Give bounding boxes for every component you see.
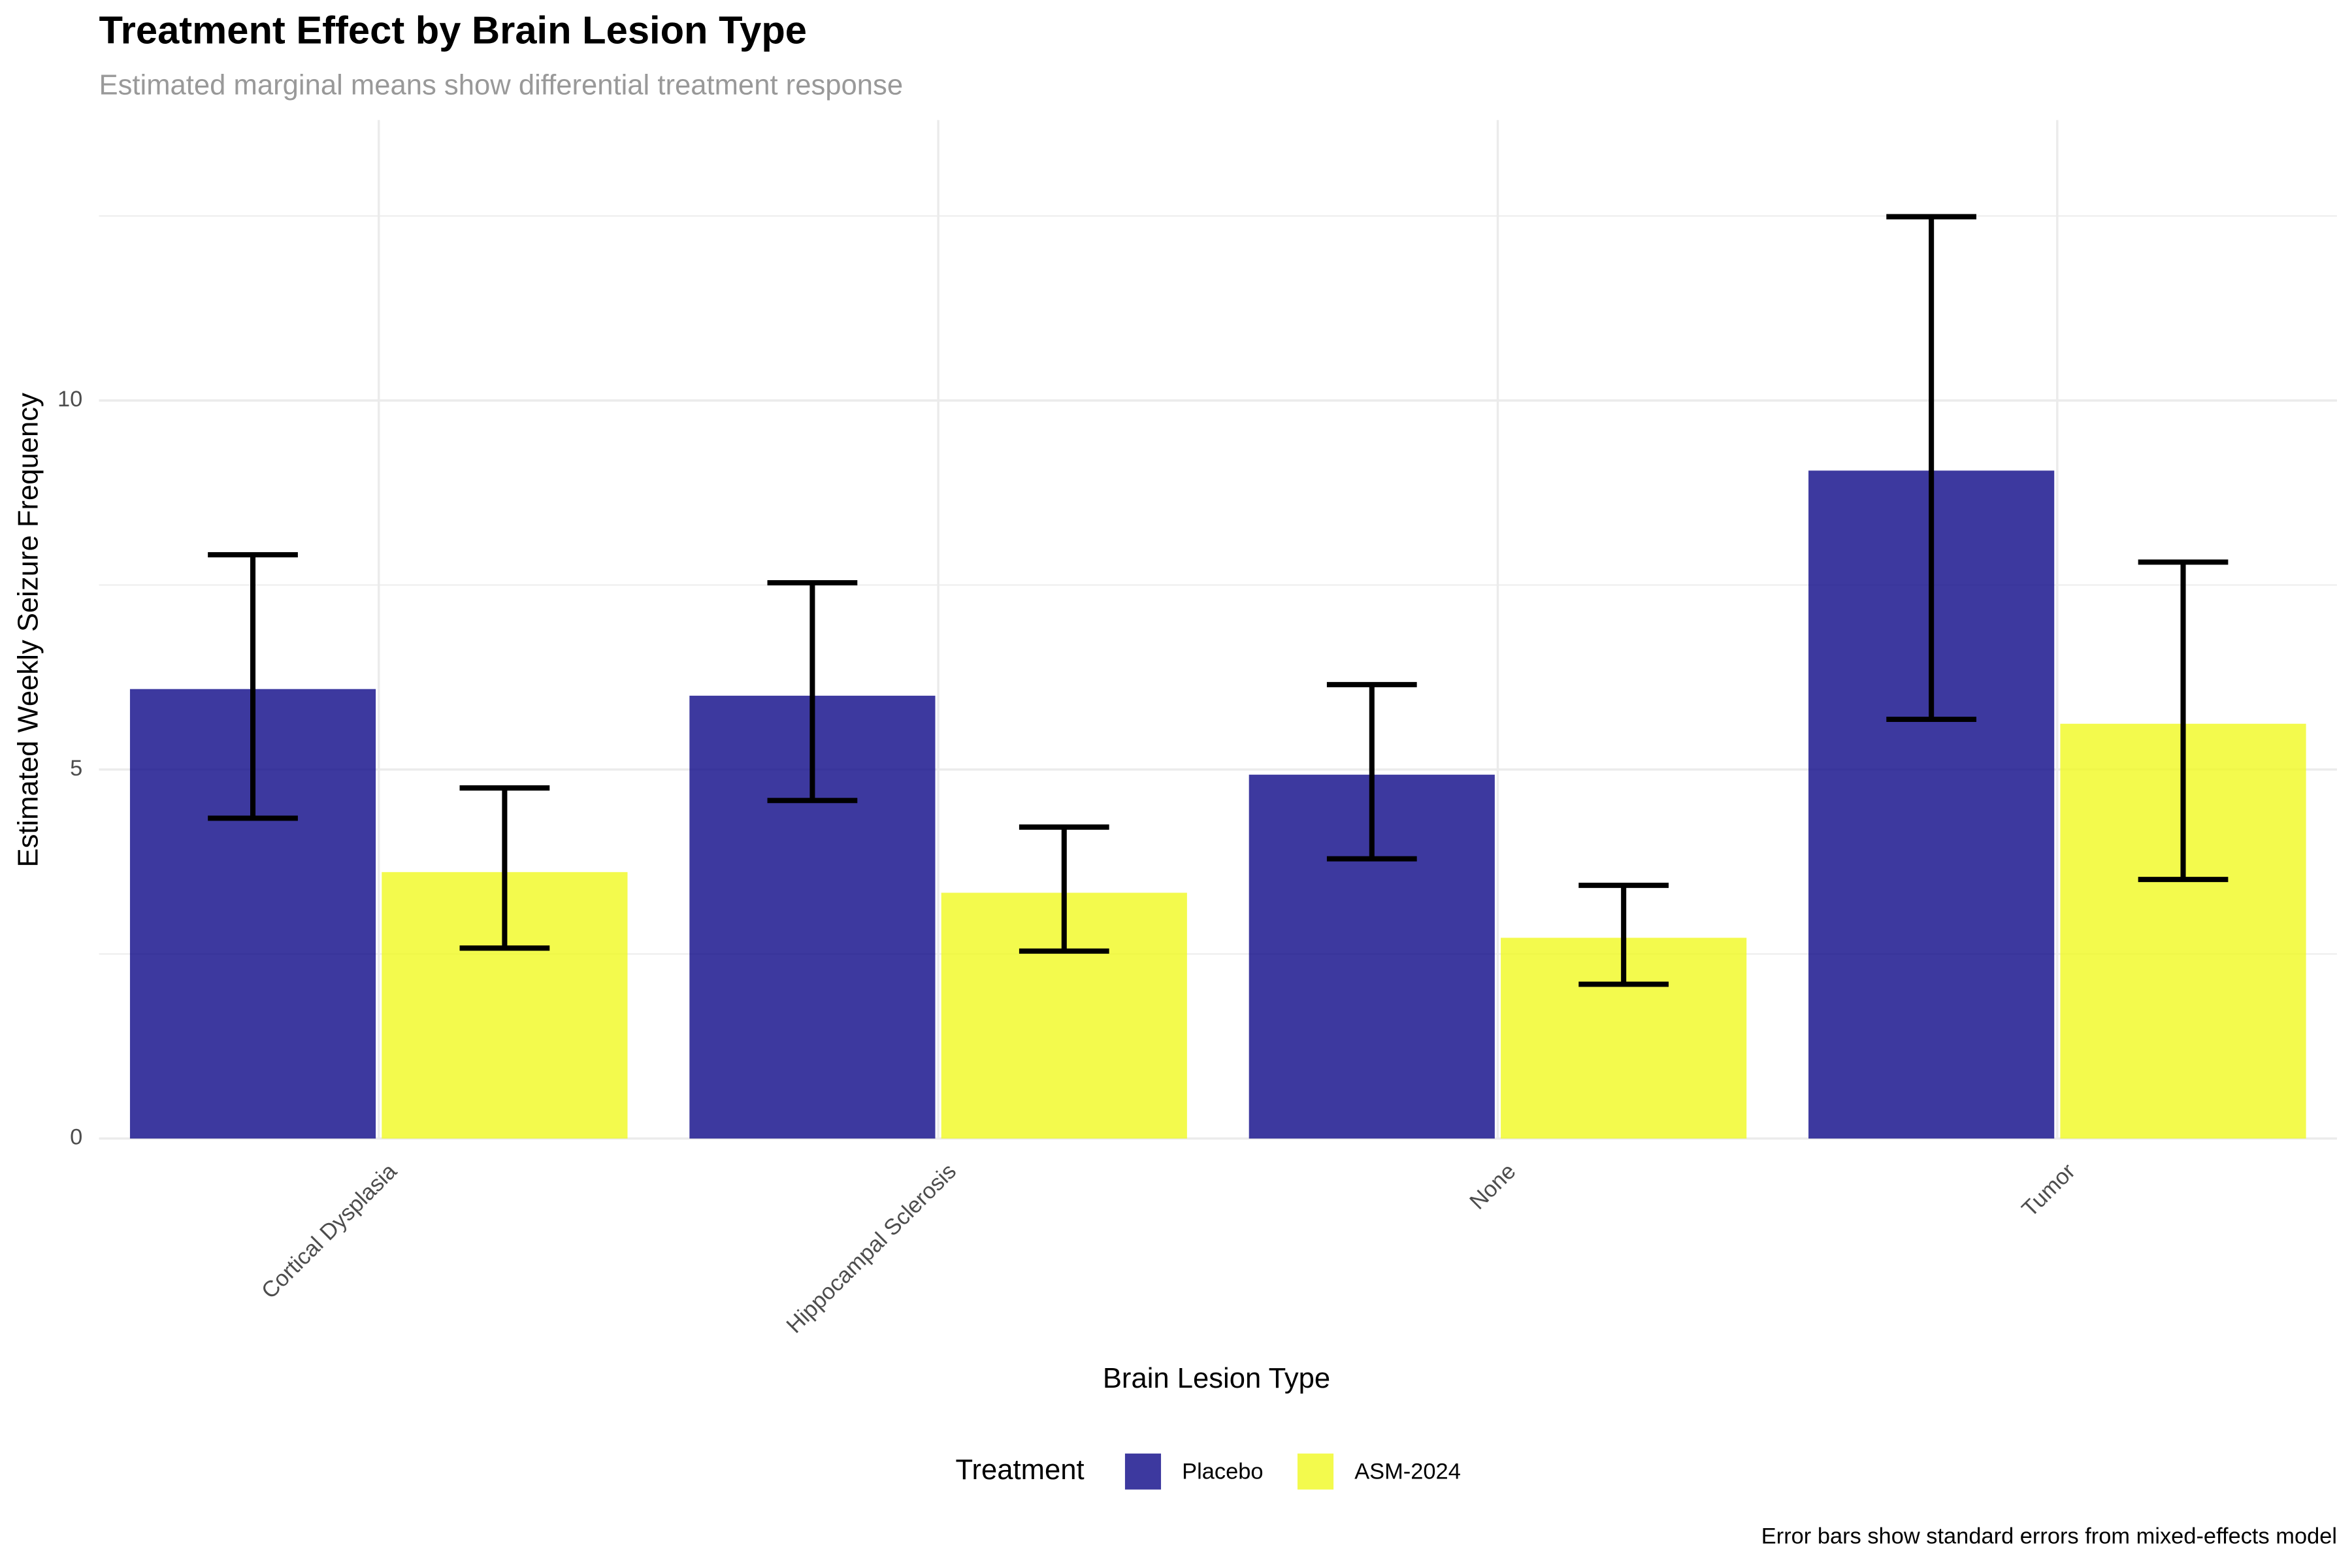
legend-title: Treatment	[956, 1454, 1085, 1486]
x-tick-label: Hippocampal Sclerosis	[782, 1159, 961, 1338]
legend-label: ASM-2024	[1354, 1460, 1461, 1484]
x-tick-label: Tumor	[2017, 1159, 2080, 1222]
y-axis-title: Estimated Weekly Seizure Frequency	[12, 393, 44, 868]
legend-key	[1124, 1453, 1162, 1490]
chart-subtitle: Estimated marginal means show differenti…	[99, 70, 904, 101]
caption: Error bars show standard errors from mix…	[1761, 1524, 2337, 1548]
x-tick-label: None	[1465, 1159, 1520, 1215]
legend-key	[1297, 1453, 1334, 1490]
legend-label: Placebo	[1182, 1460, 1263, 1484]
y-tick-label: 5	[70, 756, 82, 781]
x-axis-title: Brain Lesion Type	[1103, 1363, 1330, 1394]
y-tick-label: 10	[57, 387, 82, 412]
x-tick-label: Cortical Dysplasia	[257, 1158, 402, 1303]
chart-title: Treatment Effect by Brain Lesion Type	[99, 8, 807, 52]
y-tick-label: 0	[70, 1125, 82, 1150]
